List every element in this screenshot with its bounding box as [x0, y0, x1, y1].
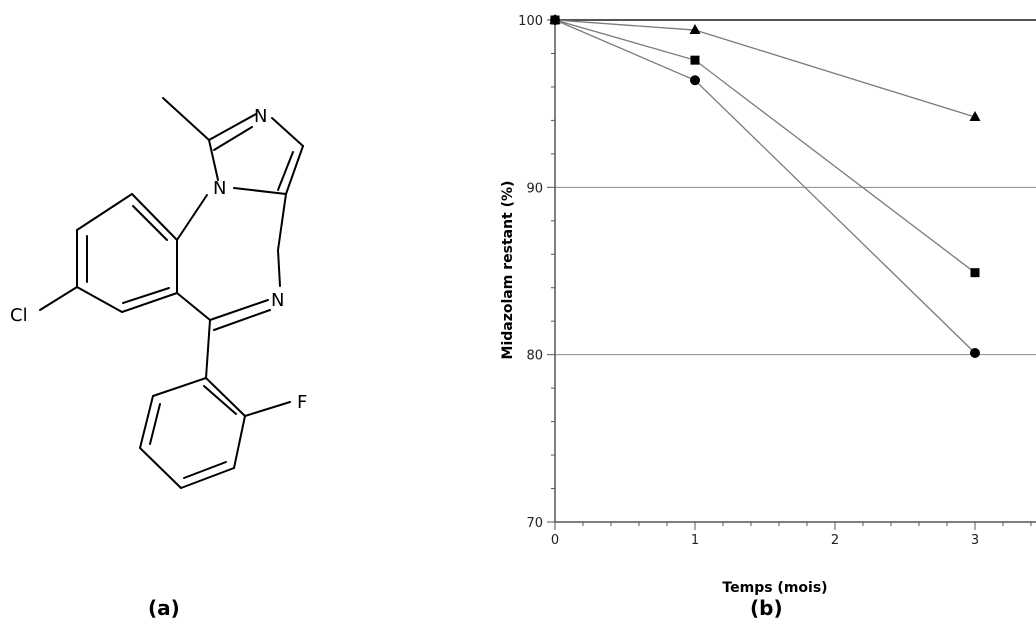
bond [149, 403, 161, 445]
bond [277, 151, 294, 191]
data-point-triangle [689, 24, 701, 35]
data-point-square [970, 268, 980, 278]
atom-n-imidazole: N [254, 106, 267, 127]
series-line-square [554, 19, 976, 274]
stability-chart-panel: 70 80 90 100 0 1 2 3 Midazolam restant (%) Temp… [440, 0, 1036, 640]
bond [277, 193, 287, 251]
bond [285, 145, 304, 195]
panel-b-label: (b) [750, 596, 783, 620]
bond [209, 299, 269, 321]
x-tick-label: 3 [971, 533, 979, 548]
bond [121, 292, 178, 313]
midazolam-structure-panel: N N N Cl F (a) [0, 0, 420, 640]
y-axis-label: Midazolam restant (%) [500, 181, 516, 360]
bond [122, 287, 170, 304]
x-tick-label: 1 [691, 533, 699, 548]
atom-f: F [297, 392, 307, 413]
bond [183, 461, 227, 479]
bond [208, 139, 219, 181]
x-tick-label: 0 [551, 533, 559, 548]
x-axis-label: Temps (mois) [722, 580, 827, 596]
bond [205, 377, 246, 417]
bond [176, 194, 208, 241]
x-tick-label: 2 [831, 533, 839, 548]
bond [208, 113, 257, 141]
series-line-circle [554, 19, 976, 354]
data-point-circle [550, 15, 560, 25]
bond [213, 126, 253, 151]
y-tick-label: 80 [526, 349, 543, 364]
data-series [549, 14, 981, 358]
bond [244, 401, 291, 417]
bond [39, 286, 78, 311]
y-tick-label: 90 [526, 181, 543, 196]
data-point-circle [690, 75, 700, 86]
bond [152, 377, 207, 397]
bond [203, 385, 237, 415]
atom-n-azepine: N [271, 290, 284, 311]
bond [277, 249, 281, 287]
bond [132, 205, 168, 241]
bond [139, 395, 154, 449]
gridlines [555, 19, 1036, 356]
atom-cl: Cl [10, 305, 28, 326]
stability-chart: 70 80 90 100 0 1 2 3 Midazolam restant (%) Temp… [500, 14, 1036, 596]
series-line-triangle [554, 19, 976, 118]
atom-n-bridge: N [213, 178, 226, 199]
bond [176, 292, 211, 321]
bond [76, 193, 133, 231]
y-tick-label: 70 [526, 516, 543, 531]
bond [180, 467, 235, 489]
bond [131, 193, 178, 241]
axes: 70 80 90 100 0 1 2 3 [518, 14, 1036, 548]
bond [76, 286, 123, 313]
bond [233, 187, 287, 195]
bond [205, 319, 211, 379]
bond [213, 309, 271, 331]
data-point-square [690, 55, 700, 65]
panel-a-label: (a) [148, 596, 180, 620]
bond [162, 97, 210, 141]
bond [233, 415, 246, 469]
data-point-triangle [969, 111, 981, 122]
midazolam-structure-drawing: N N N Cl F [10, 97, 307, 489]
bond [271, 117, 304, 147]
data-point-circle [970, 347, 980, 358]
bond [139, 447, 182, 489]
y-tick-label: 100 [518, 14, 543, 29]
